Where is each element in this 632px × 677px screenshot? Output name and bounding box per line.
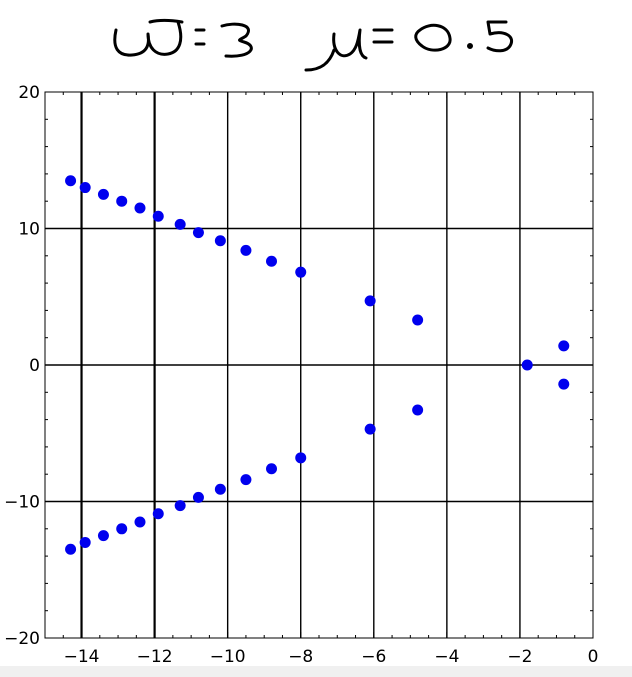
- window-bottom-edge: [0, 666, 632, 677]
- data-point: [152, 210, 164, 222]
- data-point: [364, 423, 376, 435]
- data-point: [65, 175, 77, 187]
- equals-glyph-1: [194, 28, 206, 46]
- x-tick-label: 0: [588, 647, 599, 667]
- data-point: [214, 235, 226, 247]
- x-tick-label: −6: [361, 647, 386, 667]
- mu-glyph: [304, 28, 368, 72]
- data-point: [558, 378, 570, 390]
- data-point: [240, 244, 252, 256]
- data-point: [97, 530, 109, 542]
- data-point: [266, 255, 278, 267]
- data-point: [152, 508, 164, 520]
- decimal-point-glyph: [467, 43, 473, 49]
- data-point: [240, 474, 252, 486]
- x-tick-label: −14: [64, 647, 100, 667]
- data-point: [174, 218, 186, 230]
- equals-glyph-2: [372, 28, 394, 44]
- data-points: [65, 175, 570, 555]
- data-point: [295, 266, 307, 278]
- data-point: [79, 182, 91, 194]
- data-point: [521, 359, 533, 371]
- data-point: [266, 463, 278, 475]
- data-point: [558, 340, 570, 352]
- data-point: [97, 188, 109, 200]
- data-point: [134, 202, 146, 214]
- digit-0-glyph: [414, 23, 452, 52]
- y-tick-label: −10: [4, 493, 40, 513]
- data-point: [192, 227, 204, 239]
- y-tick-label: 10: [18, 220, 40, 240]
- handwritten-annotation: [113, 19, 513, 72]
- data-point: [116, 195, 128, 207]
- data-point: [192, 491, 204, 503]
- data-point: [412, 314, 424, 326]
- data-point: [116, 523, 128, 535]
- data-point: [364, 295, 376, 307]
- y-tick-label: 0: [29, 356, 40, 376]
- x-tick-label: −4: [434, 647, 459, 667]
- data-point: [65, 543, 77, 555]
- data-point: [295, 452, 307, 464]
- x-tick-label: −2: [507, 647, 532, 667]
- axis-ticks: [44, 91, 594, 639]
- digit-3-glyph: [220, 22, 253, 58]
- omega-glyph: [113, 19, 184, 57]
- data-point: [412, 404, 424, 416]
- x-tick-label: −8: [288, 647, 313, 667]
- data-point: [134, 516, 146, 528]
- y-tick-label: −20: [4, 629, 40, 649]
- grid-lines: [45, 92, 593, 638]
- x-tick-label: −10: [210, 647, 246, 667]
- data-point: [79, 536, 91, 548]
- x-tick-label: −12: [137, 647, 173, 667]
- digit-5-glyph: [486, 20, 513, 53]
- data-point: [174, 500, 186, 512]
- data-point: [214, 483, 226, 495]
- y-tick-label: 20: [18, 83, 40, 103]
